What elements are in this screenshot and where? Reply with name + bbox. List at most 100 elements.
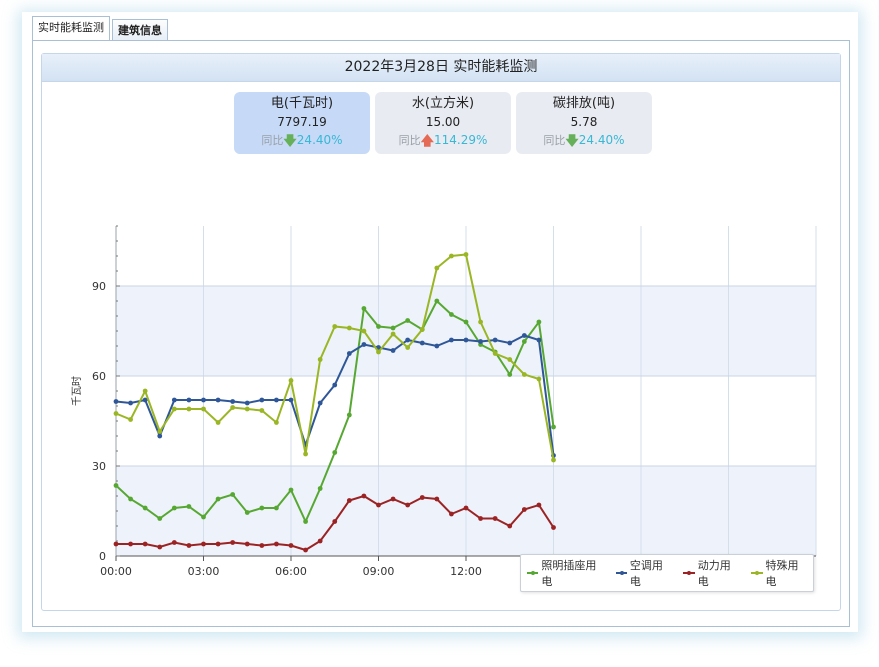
data-point <box>317 357 323 362</box>
data-point <box>317 486 323 491</box>
data-point <box>128 496 133 502</box>
data-point <box>128 417 133 422</box>
card-carbon[interactable]: 碳排放(吨) 5.78 同比🡇24.40% <box>516 92 652 154</box>
data-point <box>274 420 279 425</box>
data-point <box>419 340 425 346</box>
data-point <box>259 397 265 403</box>
data-point <box>186 543 192 548</box>
arrow-down-icon: 🡇 <box>283 134 297 149</box>
data-point <box>288 543 294 548</box>
legend-label: 特殊用电 <box>765 559 799 588</box>
x-tick-label: 06:00 <box>275 565 307 578</box>
data-point <box>303 519 308 524</box>
data-point <box>390 331 396 337</box>
data-point <box>244 406 250 412</box>
legend-label: 动力用电 <box>697 559 731 588</box>
card-title: 电(千瓦时) <box>270 96 334 111</box>
legend-item[interactable]: 空调用电 <box>615 557 672 589</box>
data-point <box>551 424 556 430</box>
data-point <box>536 376 542 382</box>
data-point <box>186 504 192 509</box>
arrow-up-icon: 🡅 <box>420 134 434 149</box>
data-point <box>215 420 221 425</box>
data-point <box>157 516 163 521</box>
data-point <box>303 451 308 457</box>
x-tick-label: 12:00 <box>450 565 482 578</box>
data-point <box>449 511 454 517</box>
data-point <box>478 516 483 521</box>
legend-item[interactable]: 照明插座用电 <box>527 557 604 589</box>
legend-swatch <box>751 570 763 575</box>
data-point <box>303 547 308 553</box>
data-point <box>244 541 250 547</box>
data-point <box>186 397 192 403</box>
yoy-percent: 114.29% <box>433 133 488 147</box>
data-point <box>244 400 250 406</box>
data-point <box>449 337 454 343</box>
data-point <box>288 487 294 493</box>
data-point <box>521 372 527 377</box>
data-point <box>274 541 279 547</box>
data-point <box>376 324 381 329</box>
tab-content: 2022年3月28日 实时能耗监测 电(千瓦时) 7797.19 同比🡇24.4… <box>32 40 850 627</box>
data-point <box>186 406 192 412</box>
x-tick-label: 03:00 <box>188 565 220 578</box>
data-point <box>332 382 338 388</box>
data-point <box>332 324 338 329</box>
summary-cards: 电(千瓦时) 7797.19 同比🡇24.40% 水(立方米) 15.00 同比… <box>234 92 657 154</box>
data-point <box>201 397 206 403</box>
data-point <box>142 388 148 394</box>
energy-monitor-window: 实时能耗监测 建筑信息 2022年3月28日 实时能耗监测 电(千瓦时) 779… <box>22 12 858 632</box>
arrow-down-icon: 🡇 <box>565 134 579 149</box>
data-point <box>434 298 440 304</box>
data-point <box>521 339 527 344</box>
legend-swatch <box>527 570 539 575</box>
legend-item[interactable]: 特殊用电 <box>751 557 807 589</box>
y-tick-label: 30 <box>92 460 106 473</box>
yoy-label: 同比 <box>543 134 566 147</box>
data-point <box>449 253 454 259</box>
data-point <box>361 306 367 311</box>
data-point <box>361 328 367 334</box>
data-point <box>215 496 221 502</box>
data-point <box>215 541 221 547</box>
data-point <box>492 351 498 356</box>
data-point <box>478 319 483 325</box>
data-point <box>361 342 367 347</box>
data-point <box>405 502 411 508</box>
x-tick-label: 00:00 <box>100 565 132 578</box>
tab-realtime-monitor[interactable]: 实时能耗监测 <box>32 16 110 41</box>
data-point <box>434 343 440 349</box>
card-yoy: 同比🡇24.40% <box>516 131 652 151</box>
y-axis-title: 千瓦时 <box>71 376 83 406</box>
data-point <box>259 505 265 511</box>
card-value: 15.00 <box>425 115 461 129</box>
data-point <box>463 319 469 325</box>
card-value: 5.78 <box>570 115 598 129</box>
data-point <box>521 507 527 512</box>
data-point <box>113 399 119 404</box>
data-point <box>419 495 425 500</box>
data-point <box>346 325 352 331</box>
data-point <box>507 340 513 346</box>
legend-item[interactable]: 动力用电 <box>683 557 739 589</box>
card-water[interactable]: 水(立方米) 15.00 同比🡅114.29% <box>375 92 511 154</box>
data-point <box>449 312 454 317</box>
data-point <box>492 337 498 343</box>
data-point <box>171 505 177 511</box>
card-electricity[interactable]: 电(千瓦时) 7797.19 同比🡇24.40% <box>234 92 370 154</box>
yoy-percent: 24.40% <box>296 133 343 147</box>
y-tick-label: 60 <box>92 370 106 383</box>
data-point <box>507 372 513 377</box>
data-point <box>288 378 294 383</box>
data-point <box>142 541 148 547</box>
data-point <box>332 450 338 455</box>
data-point <box>390 496 396 502</box>
tab-building-info[interactable]: 建筑信息 <box>112 19 168 41</box>
data-point <box>346 498 352 503</box>
data-point <box>128 400 133 406</box>
data-point <box>171 397 177 403</box>
data-point <box>201 541 206 547</box>
data-point <box>113 411 119 416</box>
data-point <box>157 429 163 434</box>
